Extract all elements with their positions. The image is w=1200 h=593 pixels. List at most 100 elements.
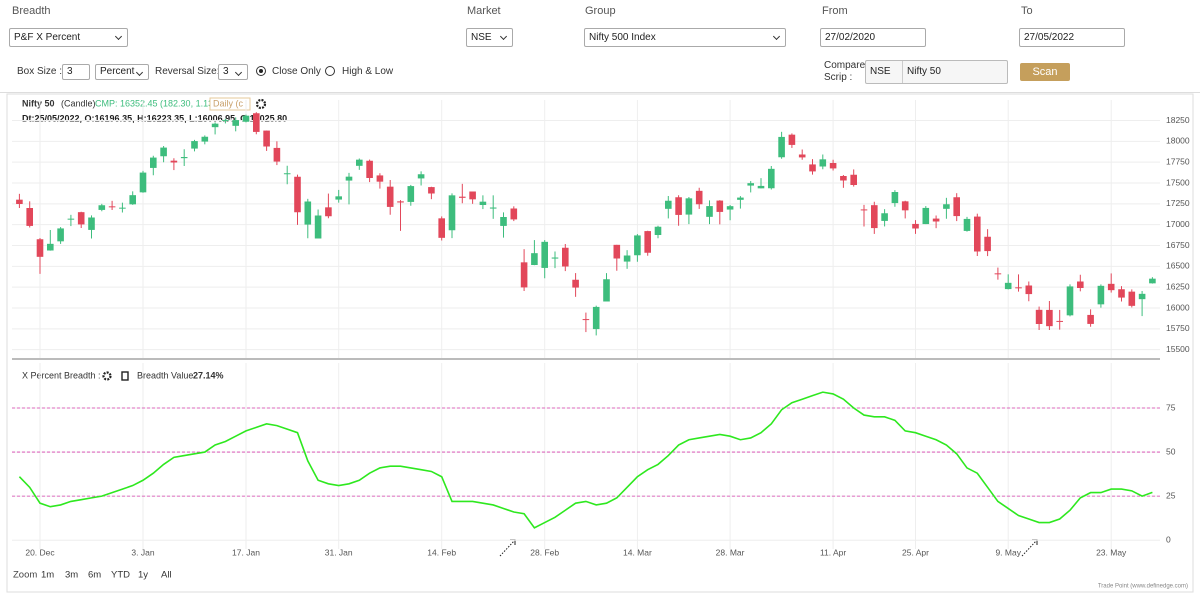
candle-body	[737, 197, 744, 200]
breadth-select[interactable]: P&F X Percent	[9, 28, 128, 47]
radio-high-low[interactable]	[325, 66, 335, 76]
market-select[interactable]: NSE	[466, 28, 513, 47]
settings-icon[interactable]	[102, 371, 112, 381]
box-size-input[interactable]: 3	[62, 64, 90, 80]
reversal-select[interactable]: 3	[218, 64, 248, 80]
candle-body	[1066, 286, 1074, 316]
candle-body	[397, 201, 404, 203]
zoom-button[interactable]: YTD	[111, 570, 130, 581]
candle-body	[747, 183, 754, 186]
zoom-button[interactable]: All	[161, 570, 172, 581]
box-unit-select[interactable]: Percent	[95, 64, 149, 80]
candle-body	[294, 176, 301, 213]
y-tick-label: 50	[1166, 446, 1176, 456]
candle-body	[984, 236, 991, 252]
candle-body	[613, 244, 621, 259]
zoom-button[interactable]: 1y	[138, 570, 148, 581]
candle-body	[562, 247, 569, 267]
candle-body	[665, 200, 672, 209]
candle-body	[603, 279, 610, 302]
symbol: Nifty 50	[907, 66, 941, 77]
candle-body	[788, 134, 796, 145]
candle-body	[1138, 293, 1146, 300]
candle-body	[592, 306, 600, 330]
radio-close[interactable]	[256, 66, 266, 76]
candle-body	[891, 192, 899, 204]
x-tick-label: 28. Feb	[530, 547, 559, 557]
y-tick-label: 75	[1166, 402, 1176, 412]
candle-body	[88, 217, 95, 230]
candle-body	[36, 239, 44, 257]
x-tick-label: 20. Dec	[25, 547, 55, 557]
candle-body	[541, 241, 548, 268]
candle-body	[242, 115, 250, 122]
candle-body	[778, 136, 785, 158]
y-tick-label: 15500	[1166, 344, 1190, 354]
breadth-value-label: Breadth Value :	[137, 370, 198, 380]
cmp: CMP: 16352.45 (182.30, 1.13%)	[95, 98, 224, 108]
option[interactable]: High & Low	[342, 66, 394, 77]
zoom-label: Zoom	[13, 570, 37, 581]
candle-body	[325, 207, 332, 217]
to-input[interactable]: 27/05/2022	[1019, 28, 1125, 47]
candle-body	[685, 198, 693, 215]
candle-body	[469, 191, 476, 200]
candle-body	[1149, 278, 1156, 284]
candle-body	[459, 196, 466, 198]
zoom-button[interactable]: 6m	[88, 570, 101, 581]
scan-button[interactable]: Scan	[1020, 63, 1070, 81]
candle-body	[283, 173, 291, 175]
breadth-title: X Percent Breadth :	[22, 370, 101, 380]
candle-body	[191, 141, 198, 149]
candle-body	[520, 262, 528, 288]
y-tick-label: 16000	[1166, 302, 1190, 312]
x-tick-label: 28. Mar	[716, 547, 745, 557]
candle-body	[994, 273, 1002, 275]
candle-body	[1097, 285, 1105, 305]
candle-body	[335, 196, 342, 200]
candle-body	[150, 157, 157, 168]
candle-body	[222, 119, 229, 121]
candle-body	[407, 186, 415, 202]
candle-body	[943, 204, 950, 209]
interval-box[interactable]	[209, 97, 251, 111]
candle-body	[98, 205, 106, 210]
interval[interactable]: Daily (c	[213, 98, 244, 108]
group-select[interactable]: Nifty 500 Index	[584, 28, 786, 47]
y-tick-label: 17000	[1166, 219, 1190, 229]
candle-body	[953, 197, 960, 217]
zoom-button[interactable]: 3m	[65, 570, 78, 581]
y-tick-label: 16250	[1166, 281, 1190, 291]
candle-body	[1046, 309, 1053, 327]
settings-icon[interactable]	[255, 98, 267, 110]
candle-body	[139, 172, 147, 193]
breadth-line	[18, 391, 1153, 529]
candle-body	[623, 255, 631, 262]
candle-body	[1107, 283, 1115, 291]
x-tick-label: 14. Feb	[427, 547, 456, 557]
label: From	[822, 5, 848, 17]
candle-body	[912, 223, 919, 229]
option[interactable]: Close Only	[272, 66, 321, 77]
candle-body	[510, 208, 518, 220]
candle-body	[551, 257, 559, 259]
y-tick-label: 18250	[1166, 115, 1190, 125]
candle-body	[974, 216, 981, 252]
candle-body	[706, 206, 713, 217]
candle-body	[531, 253, 538, 265]
x-tick-label: 14. Mar	[623, 547, 652, 557]
candle-body	[809, 164, 816, 172]
y-tick-label: 17750	[1166, 156, 1190, 166]
x-tick-label: 9. May	[995, 547, 1021, 557]
zoom-button[interactable]: 1m	[41, 570, 54, 581]
candle-body	[726, 206, 734, 210]
candle-body	[376, 175, 384, 182]
from-input[interactable]: 27/02/2020	[820, 28, 926, 47]
candle-body	[253, 113, 260, 132]
candle-body	[829, 163, 837, 169]
candle-body	[314, 215, 322, 239]
candle-body	[500, 217, 507, 226]
compare-input[interactable]: NSE Nifty 50	[865, 60, 1008, 84]
delete-icon[interactable]	[121, 371, 129, 381]
